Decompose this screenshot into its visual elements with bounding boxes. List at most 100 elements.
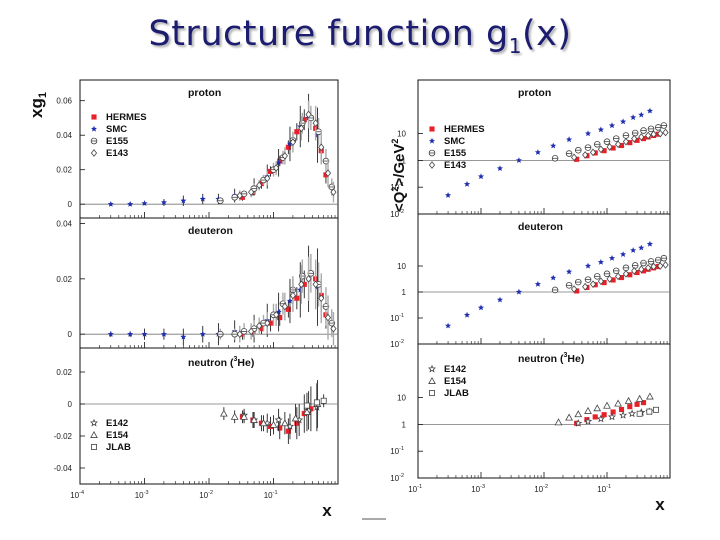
y-tick-label: 10 [397, 130, 406, 139]
data-point-hermes [627, 140, 633, 146]
data-point-hermes [610, 277, 616, 283]
data-point-smc [314, 132, 321, 138]
left-x-tick-label-exp: -3 [144, 490, 149, 496]
legend-marker-jlab [91, 444, 97, 450]
data-point-e143 [631, 134, 638, 143]
data-point-smc [496, 165, 503, 172]
data-point-smc [534, 281, 541, 287]
data-point-e143 [324, 313, 332, 322]
legend-label-e155: E155 [106, 136, 129, 147]
data-point-hermes [618, 274, 625, 281]
data-point-e143 [289, 291, 296, 300]
data-point-e143 [318, 294, 325, 303]
data-point-hermes [574, 288, 580, 294]
data-point-e143 [657, 262, 664, 270]
data-point-e154 [219, 409, 228, 417]
right-y-axis-label-a: <Q [391, 191, 408, 212]
data-point-smc [445, 192, 452, 198]
data-point-e143 [650, 262, 657, 271]
data-point-hermes [640, 400, 647, 406]
y-tick-label: 10-2 [390, 473, 404, 483]
y-tick-label: 0.04 [56, 220, 72, 229]
data-point-smc [597, 126, 604, 133]
data-point-e143 [570, 285, 578, 293]
series-jlab [303, 394, 327, 411]
data-point-e143 [236, 330, 243, 339]
data-point-e143 [324, 169, 332, 177]
y-tick-label: -0.04 [54, 464, 73, 473]
y-tick-label-exp: -2 [399, 473, 404, 479]
data-point-e143 [582, 282, 589, 291]
y-tick-label: 10 [397, 262, 406, 271]
right-x-tick-label: 10-1 [408, 484, 422, 494]
legend-label-smc: SMC [106, 124, 127, 135]
right-x-tick-label-exp: -2 [543, 484, 548, 490]
data-point-e154 [240, 412, 248, 420]
left-x-tick-label: 10-1 [264, 490, 278, 500]
data-point-e154 [646, 392, 654, 400]
data-point-smc [630, 114, 637, 121]
y-tick-label: 10 [397, 394, 406, 403]
data-point-e154 [603, 401, 611, 409]
data-point-smc [550, 142, 557, 149]
data-point-hermes [258, 180, 264, 187]
panel-title: proton [518, 87, 551, 99]
series-e155 [551, 254, 668, 294]
data-point-hermes [634, 401, 640, 407]
panel-frame [79, 217, 339, 349]
data-point-hermes [267, 320, 274, 326]
legend-label-e143: E143 [106, 148, 128, 159]
panel-title-tail: He) [567, 353, 584, 365]
data-point-smc [297, 286, 304, 293]
data-point-e143 [273, 164, 280, 172]
data-point-e143 [622, 269, 630, 278]
legend-marker-smc [429, 137, 435, 144]
data-point-smc [496, 296, 503, 303]
data-point-smc [566, 268, 573, 275]
right-x-tick-label: 10-1 [597, 484, 611, 494]
data-point-smc [585, 262, 592, 269]
title-subscript: 1 [508, 34, 522, 58]
y-tick-label: 0.02 [56, 368, 72, 377]
data-point-hermes [267, 168, 274, 174]
data-point-hermes [277, 158, 283, 164]
left-y-axis-label: xg1 [27, 92, 49, 118]
right-x-tick-label-exp: -3 [480, 484, 485, 490]
legend-marker-e142 [90, 418, 98, 427]
y-tick-label: 0.02 [56, 275, 72, 284]
data-point-hermes [285, 428, 291, 434]
series-smc [445, 107, 653, 198]
data-point-e143 [330, 324, 337, 333]
data-point-hermes [574, 156, 580, 162]
data-point-e143 [645, 131, 652, 140]
series-e143 [236, 100, 337, 203]
data-point-e142 [607, 412, 616, 421]
data-point-e143 [570, 153, 578, 162]
data-point-e143 [589, 148, 597, 157]
right-y-axis-label-b: 2 [390, 187, 400, 192]
data-point-hermes [634, 137, 640, 143]
data-point-hermes [601, 280, 607, 286]
data-point-hermes [618, 142, 625, 149]
left-x-tick-label-exp: -4 [79, 490, 84, 496]
data-point-smc [646, 107, 653, 114]
data-point-jlab [646, 408, 653, 415]
data-point-e143 [589, 280, 597, 289]
y-tick-label: 10-2 [390, 339, 404, 349]
right-x-tick-label-exp: -1 [417, 484, 422, 490]
data-point-e154 [624, 396, 633, 404]
data-point-e142 [618, 410, 628, 419]
panel-title-main: neutron ( [518, 353, 564, 365]
series-jlab [636, 406, 659, 417]
data-point-smc [107, 331, 114, 337]
data-point-hermes [294, 295, 300, 301]
data-point-e143 [298, 280, 305, 289]
data-point-hermes [285, 306, 291, 312]
left-x-tick-label-exp: -1 [273, 490, 278, 496]
y-tick-label: 10-1 [390, 446, 404, 456]
data-point-e143 [248, 327, 255, 336]
data-point-smc [630, 247, 637, 253]
y-tick-label: -0.02 [54, 432, 73, 441]
